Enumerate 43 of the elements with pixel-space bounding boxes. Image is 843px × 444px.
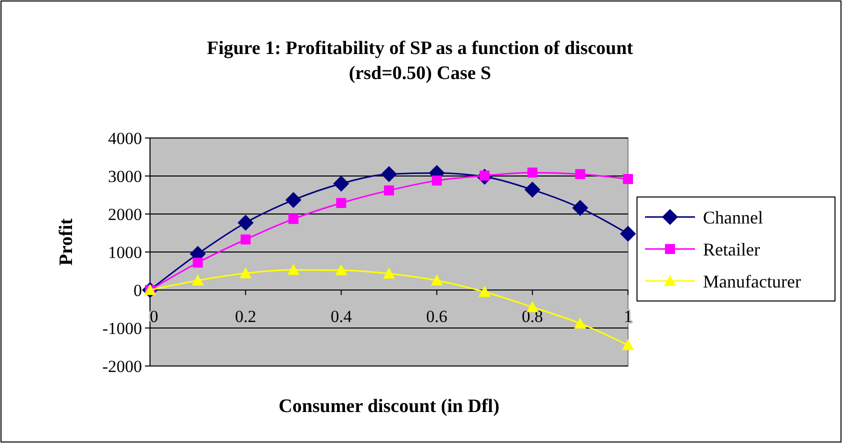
- point: [575, 169, 586, 180]
- point: [623, 174, 633, 184]
- y-tick-label: 1000: [108, 242, 142, 262]
- point: [335, 264, 348, 276]
- point: [288, 214, 298, 224]
- x-tick-label: 0.6: [426, 307, 448, 326]
- y-tick-label: 4000: [108, 128, 142, 148]
- legend-label: Manufacturer: [703, 271, 801, 292]
- point: [384, 185, 394, 196]
- y-tick-label: 3000: [108, 166, 142, 186]
- point: [336, 198, 346, 208]
- y-tick-label: 2000: [108, 204, 142, 224]
- x-tick-label: 0.2: [234, 307, 256, 326]
- point: [285, 192, 302, 208]
- y-tick-label: -2000: [102, 356, 142, 376]
- point: [527, 168, 538, 178]
- point: [238, 214, 254, 231]
- x-tick-label: 0.4: [330, 307, 352, 326]
- point: [287, 264, 300, 275]
- point: [622, 339, 634, 350]
- point: [192, 274, 204, 286]
- legend-label: Channel: [703, 207, 763, 228]
- point: [333, 176, 350, 192]
- legend-label: Retailer: [703, 239, 760, 260]
- y-axis-title: Profit: [56, 218, 77, 266]
- point: [240, 234, 251, 244]
- y-tick-label: -1000: [102, 318, 142, 338]
- x-axis-title: Consumer discount (in Dfl): [278, 396, 500, 417]
- point: [432, 176, 442, 186]
- point: [192, 258, 203, 268]
- point: [381, 166, 397, 182]
- y-tick-label: 0: [134, 280, 142, 300]
- point: [572, 200, 588, 216]
- point: [524, 182, 540, 198]
- x-tick-label: 0.8: [522, 307, 544, 326]
- point: [574, 317, 586, 328]
- point: [620, 226, 636, 242]
- point: [383, 268, 395, 279]
- chart-title: Figure 1: Profitability of SP as a function of discount (rsd=0.50) Case S: [206, 38, 634, 84]
- x-tick-label: 1: [624, 307, 632, 326]
- point: [240, 267, 252, 278]
- point: [430, 274, 443, 286]
- point: [478, 286, 491, 297]
